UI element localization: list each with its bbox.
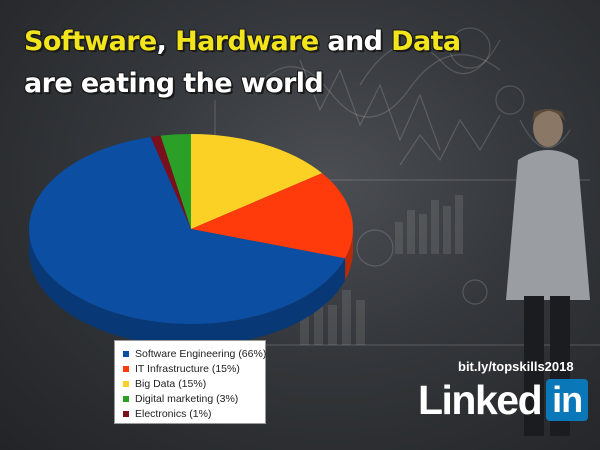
- headline-word-software: Software: [24, 26, 157, 57]
- pie-chart-depth: [29, 229, 353, 347]
- legend-item-digital-marketing: Digital marketing (3%): [123, 391, 265, 406]
- legend-label: Software Engineering (66%): [135, 347, 267, 360]
- pie-slice-it-infrastructure: [191, 173, 353, 259]
- headline-line-2: are eating the world: [24, 68, 324, 99]
- legend-swatch: [123, 350, 129, 357]
- legend-label: Big Data (15%): [135, 377, 207, 390]
- linkedin-wordmark: Linked: [418, 377, 543, 423]
- legend-item-it-infrastructure: IT Infrastructure (15%): [123, 361, 265, 376]
- short-link-text: bit.ly/topskills2018: [458, 359, 574, 374]
- legend-label: Digital marketing (3%): [135, 392, 239, 405]
- linkedin-logo: Linked in: [418, 377, 589, 423]
- pie-side-it-infrastructure: [345, 229, 353, 281]
- headline-word-and: and: [318, 26, 392, 57]
- legend-item-software-engineering: Software Engineering (66%): [123, 346, 267, 361]
- headline-comma: ,: [156, 26, 176, 57]
- legend-swatch: [123, 365, 129, 372]
- legend-item-electronics: Electronics (1%): [123, 406, 265, 421]
- headline-word-hardware: Hardware: [175, 26, 319, 57]
- legend-swatch: [123, 395, 129, 402]
- linkedin-in-box: in: [546, 379, 589, 421]
- pie-slice-digital-marketing: [160, 134, 191, 229]
- chart-legend: Software Engineering (66%) IT Infrastruc…: [114, 340, 266, 424]
- pie-side-software-engineering: [29, 229, 346, 347]
- legend-label: Electronics (1%): [135, 407, 212, 420]
- pie-slice-electronics: [150, 135, 191, 229]
- legend-label: IT Infrastructure (15%): [135, 362, 240, 375]
- pie-slice-software-engineering: [29, 136, 346, 324]
- headline-word-data: Data: [391, 26, 461, 57]
- pie-chart-top: [29, 134, 353, 324]
- pie-slice-big-data: [191, 134, 323, 229]
- headline-line-1: Software, Hardware and Data: [24, 26, 461, 57]
- legend-swatch: [123, 410, 129, 417]
- legend-item-big-data: Big Data (15%): [123, 376, 265, 391]
- legend-swatch: [123, 380, 129, 387]
